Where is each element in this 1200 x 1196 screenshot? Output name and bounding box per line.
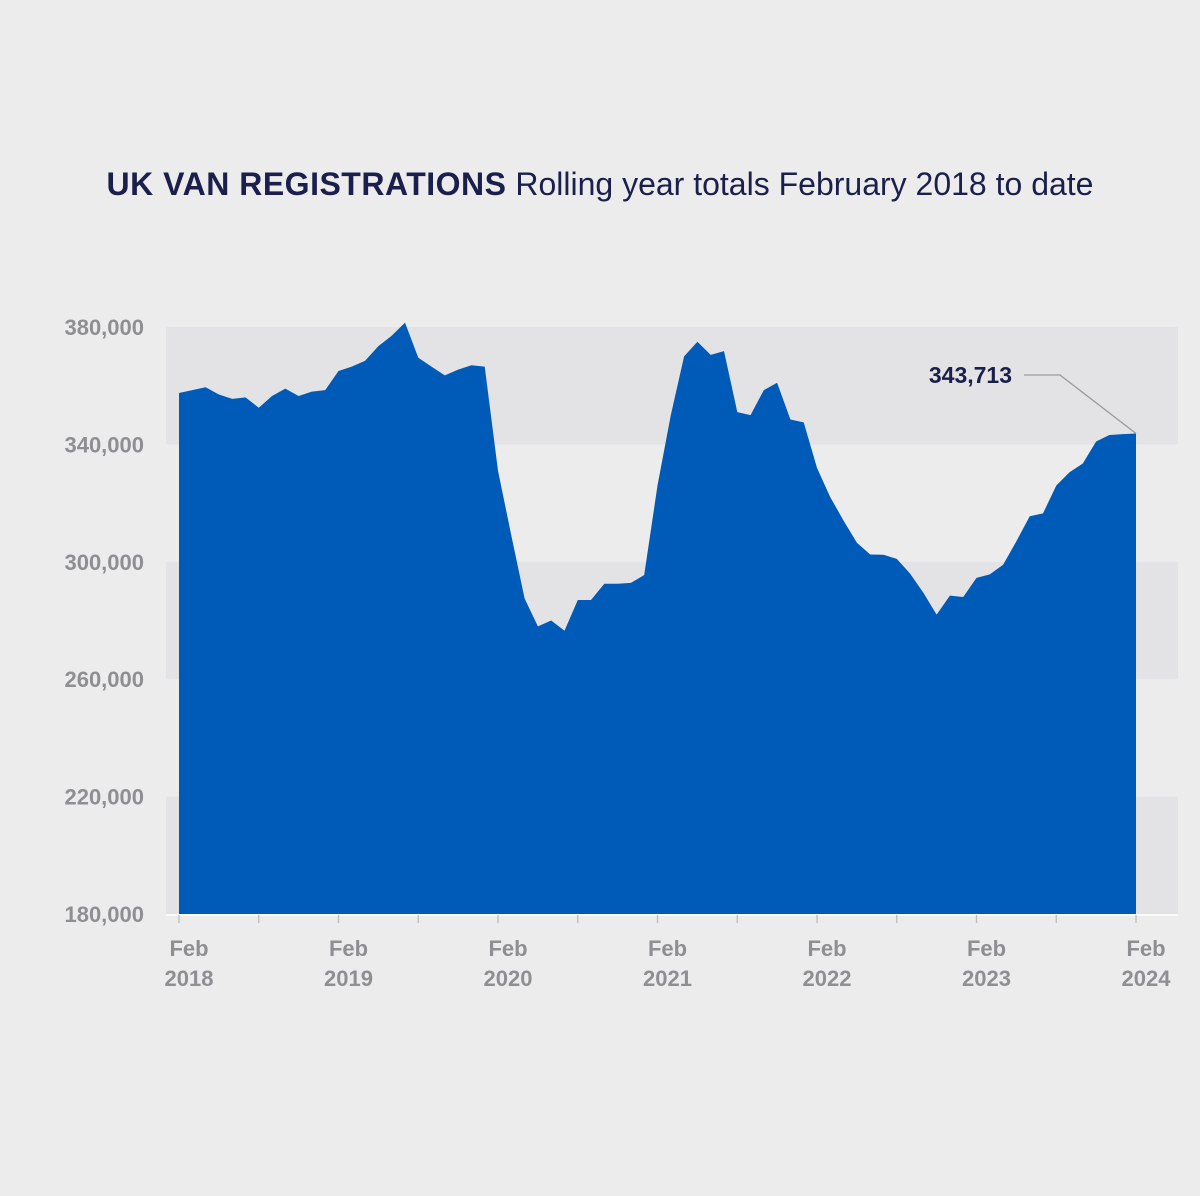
y-tick-label: 340,000	[64, 432, 144, 457]
x-tick-label-month: Feb	[488, 936, 527, 961]
x-tick-label-month: Feb	[329, 936, 368, 961]
x-tick-label-month: Feb	[169, 936, 208, 961]
y-tick-label: 260,000	[64, 667, 144, 692]
x-tick-label-year: 2021	[643, 966, 692, 991]
y-tick-label: 380,000	[64, 315, 144, 340]
chart-title: UK VAN REGISTRATIONS Rolling year totals…	[0, 166, 1200, 203]
chart-subtitle: Rolling year totals February 2018 to dat…	[515, 166, 1094, 202]
x-tick-label-year: 2024	[1122, 966, 1172, 991]
y-tick-label: 300,000	[64, 550, 144, 575]
annotation-leader-line	[1024, 374, 1137, 435]
annotation-label: 343,713	[929, 362, 1012, 388]
x-tick-label-year: 2020	[484, 966, 533, 991]
chart-title-bold: UK VAN REGISTRATIONS	[106, 166, 507, 202]
x-tick-label-year: 2018	[165, 966, 214, 991]
x-tick-label-year: 2019	[324, 966, 373, 991]
x-tick-label-month: Feb	[807, 936, 846, 961]
x-tick-label-month: Feb	[648, 936, 687, 961]
x-tick-label-year: 2022	[803, 966, 852, 991]
x-tick-label-month: Feb	[1126, 936, 1165, 961]
x-tick-label-month: Feb	[967, 936, 1006, 961]
y-tick-label: 220,000	[64, 785, 144, 810]
x-tick-label-year: 2023	[962, 966, 1011, 991]
area-series	[179, 322, 1136, 915]
y-tick-label: 180,000	[64, 902, 144, 927]
